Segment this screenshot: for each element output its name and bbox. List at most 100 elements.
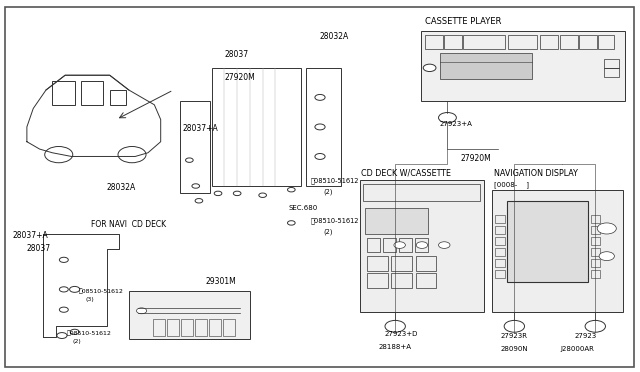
Bar [604,59,620,68]
Circle shape [60,257,68,262]
Bar [415,238,428,253]
Bar [495,248,505,256]
Bar [415,273,436,288]
Circle shape [438,112,456,123]
Text: NAVIGATION DISPLAY: NAVIGATION DISPLAY [494,169,578,177]
Circle shape [385,320,405,332]
Bar [109,90,125,105]
Bar [420,31,625,101]
Text: Ⓝ08510-51612: Ⓝ08510-51612 [310,218,359,224]
Bar [598,35,614,49]
Bar [367,256,388,271]
Bar [591,270,600,278]
Text: Ⓝ08510-51612: Ⓝ08510-51612 [310,177,359,184]
Text: 28032A: 28032A [320,32,349,41]
Bar [495,237,505,245]
Bar [463,35,505,49]
Bar [591,215,600,223]
Text: 27923R: 27923R [501,333,528,339]
Bar [591,248,600,256]
Text: Ⓝ08510-51612: Ⓝ08510-51612 [67,331,111,337]
Text: 29301M: 29301M [205,278,236,286]
Circle shape [504,320,525,332]
Circle shape [70,286,80,292]
Bar [195,319,207,336]
Bar [399,238,412,253]
Bar [495,226,505,234]
Text: (2): (2) [323,229,333,235]
Text: 28037: 28037 [225,51,248,60]
Text: 28188+A: 28188+A [379,344,412,350]
Bar [591,237,600,245]
Circle shape [192,184,200,188]
Bar [591,226,600,234]
Bar [591,259,600,267]
Circle shape [136,308,147,314]
Text: [0008-    ]: [0008- ] [494,181,529,187]
Circle shape [599,252,614,260]
Bar [508,35,537,49]
Text: 28037+A: 28037+A [13,231,49,240]
Text: J28000AR: J28000AR [561,346,595,352]
Circle shape [259,193,266,198]
Bar [495,259,505,267]
Bar [212,68,301,186]
Circle shape [597,223,616,234]
Bar [492,190,623,311]
Bar [579,35,597,49]
Bar [392,273,412,288]
Text: (2): (2) [73,339,81,344]
Text: CD DECK W/CASSETTE: CD DECK W/CASSETTE [362,169,451,177]
Bar [367,238,380,253]
Circle shape [394,242,405,248]
Text: Ⓝ08510-51612: Ⓝ08510-51612 [79,288,124,294]
Circle shape [60,287,68,292]
Text: 28037+A: 28037+A [183,124,219,133]
Bar [367,273,388,288]
Circle shape [423,64,436,71]
Bar [129,291,250,339]
Bar [181,319,193,336]
Bar [495,270,505,278]
Bar [383,238,396,253]
Bar [306,68,341,186]
Text: 27920M: 27920M [460,154,491,163]
Bar [440,53,532,79]
Text: (3): (3) [86,297,94,302]
Text: 28037: 28037 [27,244,51,253]
Bar [540,35,557,49]
Bar [52,81,75,105]
Circle shape [287,221,295,225]
Circle shape [70,329,79,334]
Circle shape [438,242,450,248]
Text: 27920M: 27920M [225,73,255,81]
Circle shape [287,187,295,192]
Bar [223,319,235,336]
Text: 27923+A: 27923+A [440,121,473,127]
Text: 27923+D: 27923+D [385,331,418,337]
Bar [415,256,436,271]
Bar [180,101,211,193]
Bar [364,184,480,201]
Bar [81,81,103,105]
Text: CASSETTE PLAYER: CASSETTE PLAYER [425,17,502,26]
Text: 28090N: 28090N [501,346,529,352]
Circle shape [195,199,203,203]
Bar [495,215,505,223]
Bar [209,319,221,336]
Circle shape [186,158,193,162]
Text: FOR NAVI  CD DECK: FOR NAVI CD DECK [91,220,166,229]
Circle shape [60,307,68,312]
Bar [444,35,462,49]
Bar [604,68,620,77]
Circle shape [214,191,222,196]
Bar [360,180,484,311]
Text: 27923: 27923 [575,333,597,339]
Bar [507,201,588,282]
Bar [153,319,164,336]
Text: 28032A: 28032A [106,183,136,192]
Circle shape [585,320,605,332]
Bar [365,208,428,234]
Circle shape [57,333,67,339]
Bar [392,256,412,271]
